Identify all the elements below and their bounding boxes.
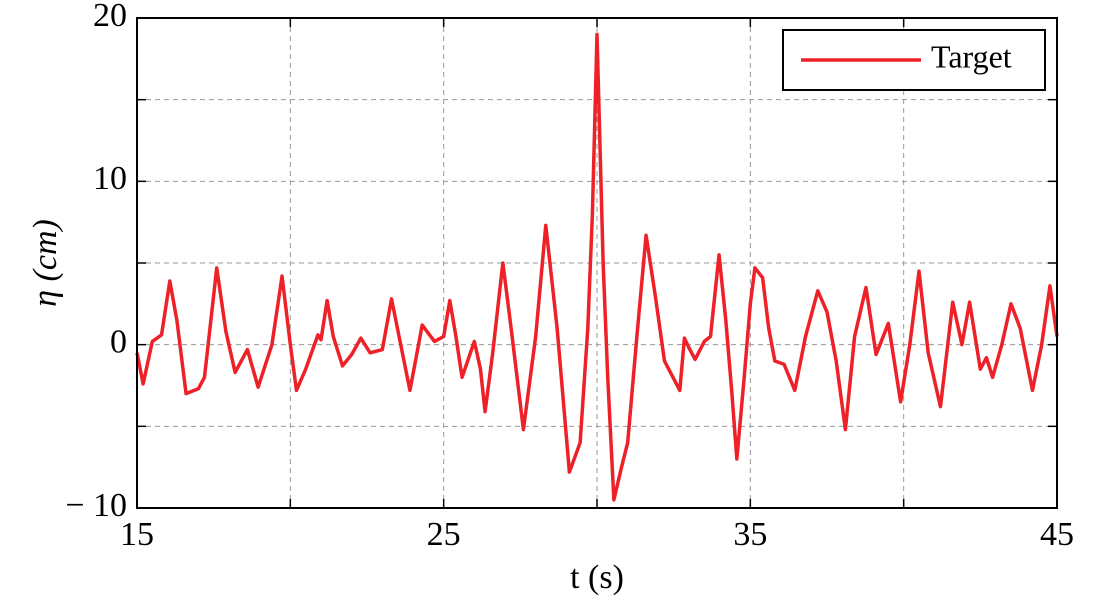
y-tick-label: − 10 — [65, 487, 127, 524]
x-axis-label: t (s) — [570, 559, 624, 596]
legend-label: Target — [931, 38, 1012, 74]
data-line — [135, 32, 1059, 502]
x-tick-label: 45 — [1040, 516, 1074, 553]
x-tick-label: 15 — [120, 516, 154, 553]
y-tick-label: 20 — [93, 0, 127, 34]
x-tick-label: 25 — [427, 516, 461, 553]
y-axis-label: η (cm) — [27, 219, 64, 307]
y-tick-label: 10 — [93, 160, 127, 197]
x-tick-label: 35 — [733, 516, 767, 553]
y-tick-label: 0 — [110, 323, 127, 360]
